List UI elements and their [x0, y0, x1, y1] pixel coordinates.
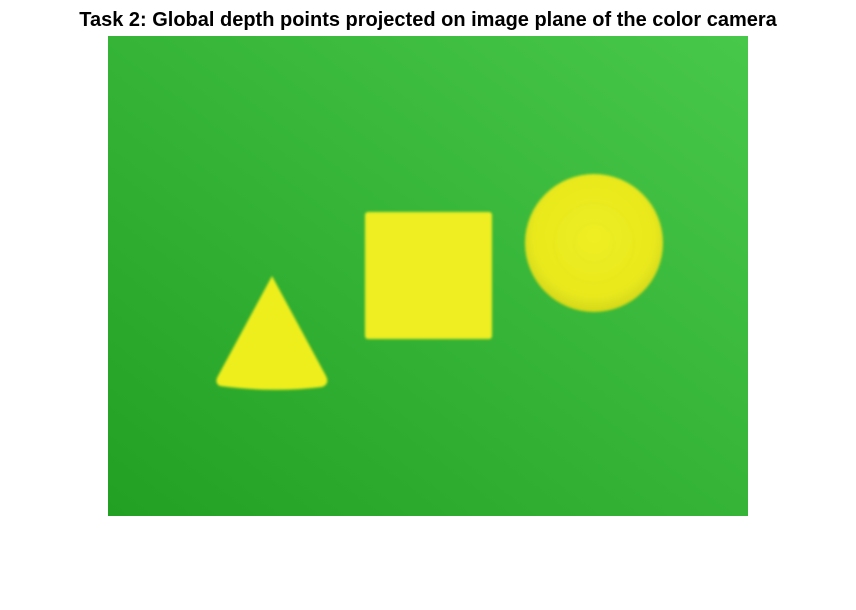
cube-shape	[365, 212, 492, 339]
cone-shape	[216, 276, 328, 390]
sphere-shape	[525, 174, 663, 312]
projected-image-canvas	[108, 36, 748, 516]
figure-title: Task 2: Global depth points projected on…	[79, 9, 777, 31]
projected-image	[108, 36, 748, 516]
